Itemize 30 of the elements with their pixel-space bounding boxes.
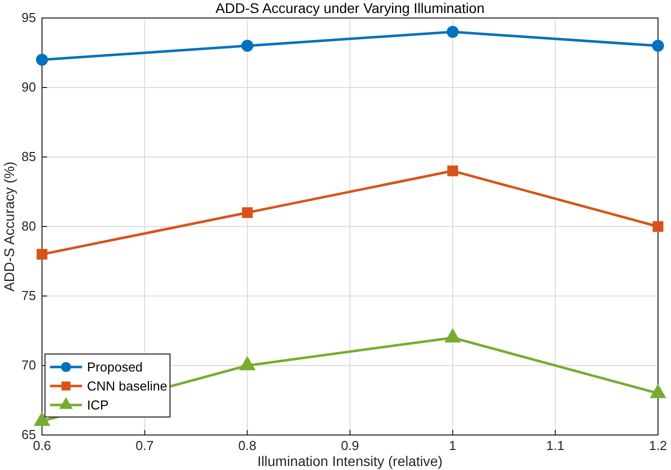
- legend-label: CNN baseline: [87, 378, 168, 394]
- point: [652, 221, 664, 232]
- x-tick-label: 0.7: [136, 438, 154, 454]
- point: [444, 328, 461, 342]
- point: [36, 248, 48, 260]
- x-tick-label: 1.2: [648, 438, 668, 454]
- legend-label: ICP: [87, 398, 109, 412]
- point: [241, 40, 254, 52]
- y-tick-label: 85: [22, 149, 36, 164]
- y-axis-title: ADD-S Accuracy (%): [1, 162, 17, 292]
- legend-label: Proposed: [87, 360, 143, 374]
- point: [242, 207, 253, 218]
- y-tick-label: 95: [22, 10, 36, 26]
- point: [650, 384, 666, 398]
- x-tick-label: 1.1: [546, 438, 564, 454]
- point: [652, 40, 664, 52]
- x-tick-label: 1: [449, 438, 456, 454]
- point: [239, 356, 256, 370]
- point: [446, 26, 459, 38]
- y-tick-label: 70: [22, 358, 36, 373]
- point: [36, 54, 48, 66]
- y-tick-label: 75: [22, 288, 36, 304]
- point: [34, 412, 50, 426]
- y-tick-label: 80: [22, 218, 36, 234]
- x-tick-label: 0.8: [238, 438, 256, 454]
- point: [447, 166, 458, 176]
- chart-title: ADD-S Accuracy under Varying Illumination: [216, 0, 484, 16]
- y-tick-label: 90: [22, 80, 36, 95]
- x-axis-title: Illumination Intensity (relative): [257, 453, 443, 469]
- x-tick-label: 0.9: [340, 438, 360, 454]
